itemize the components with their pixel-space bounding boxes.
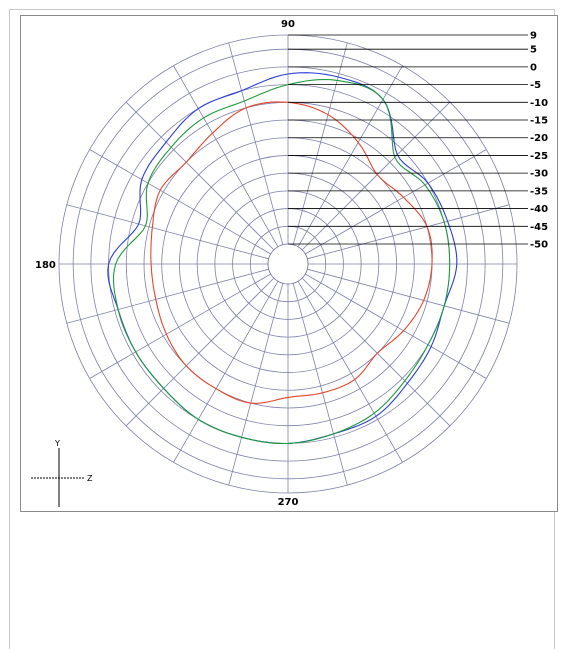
angle-label-270: 270 (278, 497, 299, 508)
angle-spoke (297, 65, 403, 247)
angle-spoke (89, 273, 271, 379)
angle-spoke (125, 277, 275, 427)
radial-tick-label: -25 (530, 151, 548, 162)
angle-spoke (173, 65, 279, 247)
angle-spoke (89, 149, 271, 255)
angle-spoke (125, 101, 275, 251)
series-line-3 (150, 101, 433, 404)
angle-spoke (297, 281, 403, 463)
radial-tick-label: 5 (530, 45, 537, 56)
angle-spoke (307, 204, 510, 260)
radial-tick-label: 0 (530, 62, 537, 73)
angle-spoke (305, 273, 487, 379)
radial-tick-label: -45 (530, 222, 548, 233)
radial-tick-label: -50 (530, 240, 548, 251)
plot-frame: 9 5 0 -5 -10 -15 -20 -25 -30 -35 -40 -45 -50 90 180 … (20, 15, 558, 512)
angle-grid (59, 35, 517, 493)
ring (267, 243, 309, 285)
angle-label-180: 180 (35, 260, 56, 271)
y-axis-glyph-label: Y (54, 439, 60, 448)
z-axis-glyph-label: Z (87, 474, 93, 483)
series-layer (107, 72, 458, 445)
radial-tick-label: -20 (530, 133, 548, 144)
angle-spoke (305, 149, 487, 255)
series-line-1 (107, 72, 458, 445)
ring-grid (58, 34, 518, 494)
polar-chart: 950-5-10-15-20-25-30-35-40-45-50 90 180 … (31, 19, 548, 508)
radial-tick-label: -15 (530, 116, 548, 127)
angle-label-90: 90 (281, 19, 295, 30)
angle-spoke (66, 268, 269, 324)
angle-spoke (228, 283, 284, 486)
angle-spoke (301, 277, 451, 427)
radial-tick-label: -30 (530, 169, 548, 180)
angle-spoke (228, 42, 284, 245)
coordinate-axes-icon: Y Z (31, 439, 93, 507)
radial-tick-label: -10 (530, 98, 548, 109)
radial-tick-label: -35 (530, 186, 548, 197)
radial-tick-label: 9 (530, 31, 537, 42)
series-line-2 (112, 78, 451, 445)
angle-spoke (66, 204, 269, 260)
angle-spoke (292, 283, 348, 486)
radial-tick-label: -5 (530, 80, 541, 91)
angle-spoke (301, 101, 451, 251)
radial-tick-label: -40 (530, 204, 548, 215)
angle-spoke (173, 281, 279, 463)
angle-spoke (292, 42, 348, 245)
radial-tick-labels: 9 5 0 -5 -10 -15 -20 -25 -30 -35 -40 -45 -50 (288, 31, 548, 251)
angle-spoke (307, 268, 510, 324)
